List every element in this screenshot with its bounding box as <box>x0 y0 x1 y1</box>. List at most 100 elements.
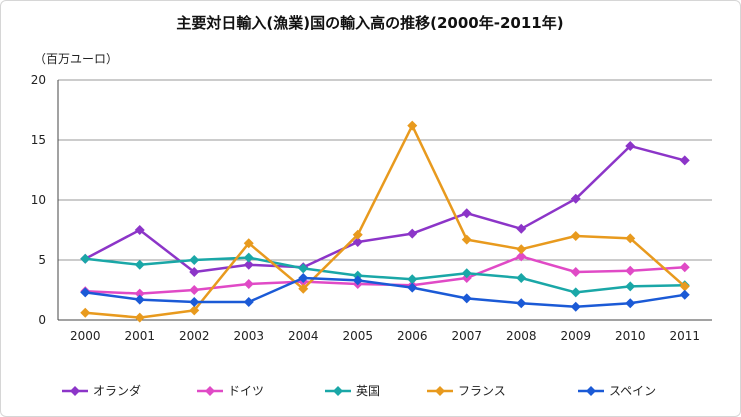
series-5 <box>80 273 690 312</box>
chart-title: 主要対日輸入(漁業)国の輸入高の推移(2000年-2011年) <box>176 14 563 32</box>
data-point <box>461 234 472 245</box>
data-point <box>516 298 527 309</box>
legend-marker <box>586 386 596 396</box>
legend-label: 英国 <box>356 384 380 398</box>
data-point <box>570 193 581 204</box>
data-point <box>134 259 145 270</box>
legend: オランダ ドイツ 英国 フランス スペイン <box>62 383 656 398</box>
legend-label: オランダ <box>93 383 141 398</box>
grid-lines <box>58 79 712 261</box>
legend-item: スペイン <box>578 384 656 398</box>
x-tick-label: 2002 <box>179 329 210 343</box>
legend-item: フランス <box>427 384 506 398</box>
y-tick-label: 5 <box>38 253 46 267</box>
y-tick-labels: 0 5 10 15 20 <box>31 73 46 327</box>
data-point <box>625 281 636 292</box>
series-line <box>85 276 685 309</box>
data-point <box>407 282 418 293</box>
legend-item: オランダ <box>62 383 141 398</box>
data-point <box>570 267 581 277</box>
data-point <box>298 273 309 283</box>
series-line <box>85 256 685 294</box>
data-point <box>570 287 581 298</box>
legend-item: 英国 <box>325 384 380 398</box>
series-4 <box>80 120 690 323</box>
data-point <box>407 228 418 239</box>
x-tick-label: 2005 <box>342 329 373 343</box>
x-tick-label: 2008 <box>506 329 537 343</box>
data-point <box>189 267 200 277</box>
data-point <box>134 312 145 323</box>
legend-label: フランス <box>458 384 506 398</box>
x-tick-labels: 2000 2001 2002 2003 2004 2005 2006 2007 2008 2009… <box>70 329 700 343</box>
data-point <box>679 155 690 166</box>
y-tick-label: 0 <box>38 313 46 327</box>
data-point <box>516 223 527 234</box>
series-1 <box>80 141 690 277</box>
data-point <box>679 289 690 300</box>
data-point <box>461 268 472 279</box>
x-tick-label: 2010 <box>615 329 646 343</box>
legend-marker <box>70 386 80 396</box>
data-point <box>243 259 254 270</box>
series-3 <box>80 252 690 298</box>
data-point <box>80 307 91 318</box>
axes <box>57 80 712 321</box>
data-point <box>80 253 91 264</box>
data-point <box>189 305 200 316</box>
data-point <box>134 288 145 299</box>
data-point <box>80 287 91 298</box>
data-point <box>243 238 254 249</box>
x-tick-label: 2011 <box>669 329 700 343</box>
y-unit-label: （百万ユーロ） <box>34 52 118 66</box>
data-point <box>189 255 200 265</box>
data-point <box>189 297 200 307</box>
y-tick-label: 10 <box>31 193 46 207</box>
x-tick-label: 2003 <box>233 329 264 343</box>
x-tick-label: 2000 <box>70 329 101 343</box>
data-point <box>298 283 309 294</box>
data-point <box>352 237 363 247</box>
data-point <box>352 275 363 286</box>
series-line <box>85 124 686 319</box>
legend-item: ドイツ <box>197 384 264 398</box>
data-point <box>625 141 636 151</box>
data-point <box>516 273 527 283</box>
data-point <box>570 231 581 241</box>
y-tick-label: 15 <box>31 133 46 147</box>
data-point <box>625 265 636 276</box>
x-tick-label: 2006 <box>397 329 428 343</box>
legend-label: ドイツ <box>228 384 264 398</box>
data-point <box>189 285 200 295</box>
data-point <box>407 274 418 285</box>
data-point <box>679 281 690 292</box>
legend-marker <box>435 386 445 396</box>
data-point <box>298 263 309 274</box>
data-point <box>625 298 636 309</box>
x-tick-label: 2004 <box>288 329 319 343</box>
data-point <box>516 244 527 255</box>
legend-marker <box>333 386 343 396</box>
series-line <box>84 144 686 274</box>
data-point <box>461 293 472 304</box>
series-layer <box>80 120 690 323</box>
x-tick-label: 2007 <box>451 329 482 343</box>
data-point <box>461 208 472 219</box>
data-point <box>625 233 636 244</box>
data-point <box>679 262 690 273</box>
data-point <box>516 251 527 262</box>
series-2 <box>80 251 690 299</box>
legend-marker <box>205 386 215 396</box>
data-point <box>243 279 254 289</box>
y-tick-label: 20 <box>31 73 46 87</box>
x-tick-label: 2001 <box>124 329 155 343</box>
data-point <box>407 120 418 131</box>
x-tick-label: 2009 <box>560 329 591 343</box>
data-point <box>134 225 145 235</box>
data-point <box>134 294 145 305</box>
data-point <box>570 301 581 312</box>
data-point <box>243 252 254 263</box>
data-point <box>243 297 254 307</box>
data-point <box>352 229 363 240</box>
